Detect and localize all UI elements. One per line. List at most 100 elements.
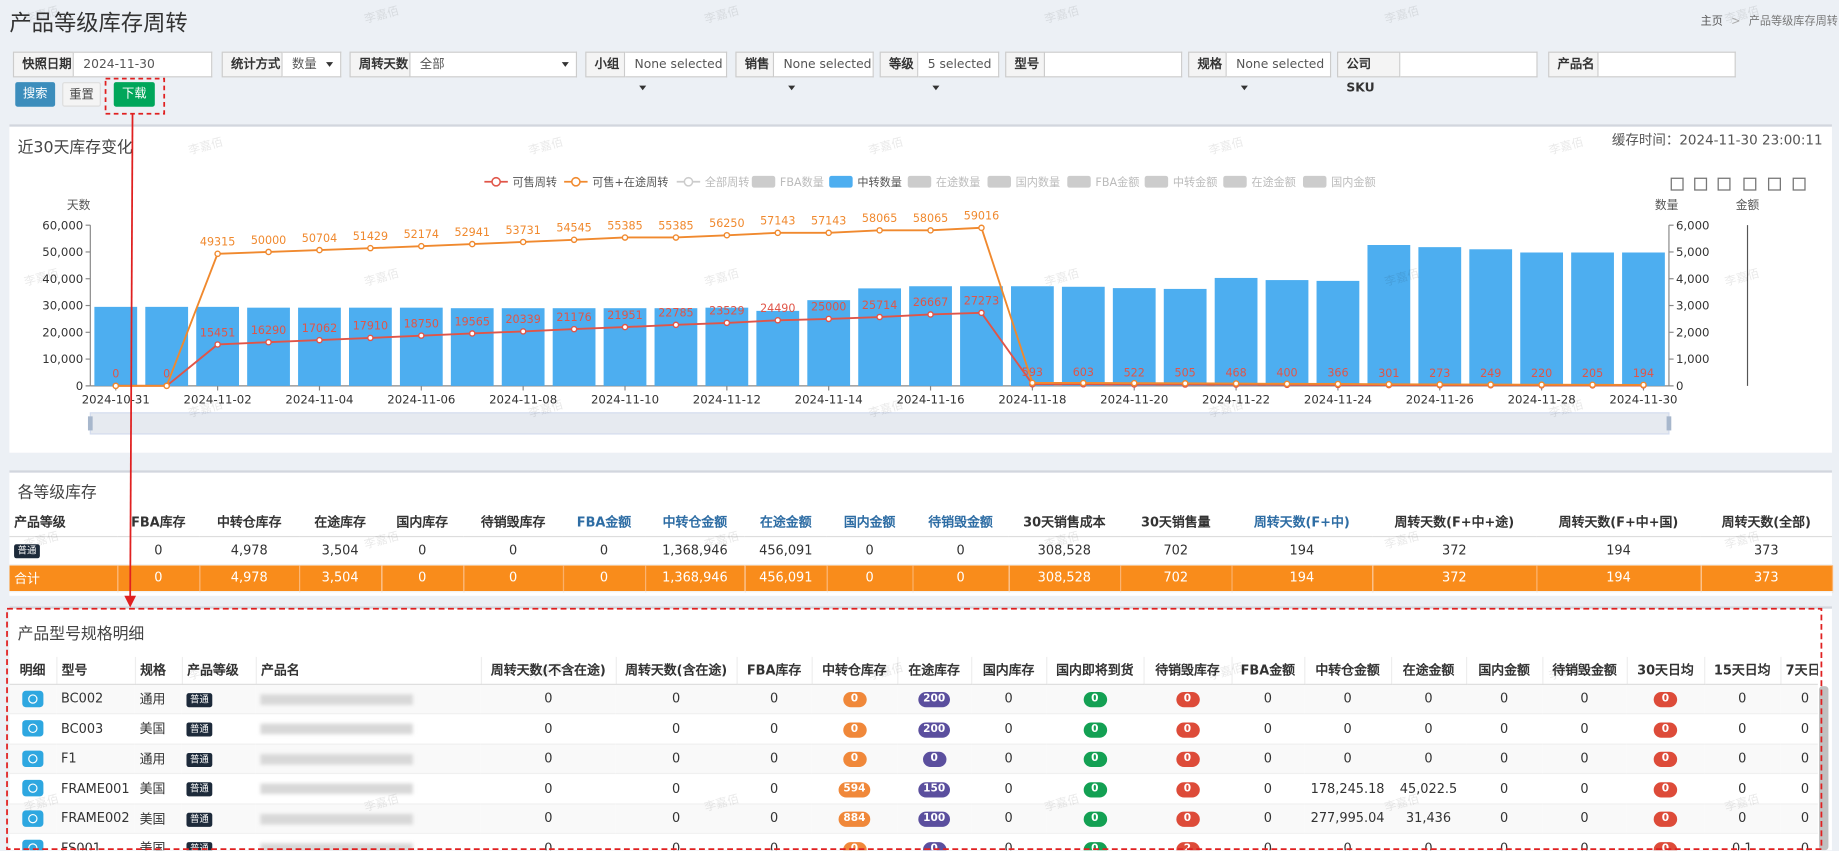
detail-button[interactable] [22,810,44,827]
cell: 0 [826,564,914,592]
detail-button[interactable] [22,690,44,707]
count-badge: 0 [1653,811,1678,828]
data-label: 22785 [658,307,693,320]
zoom-track[interactable] [89,412,1670,435]
column-header[interactable]: 明细 [9,656,57,685]
legend-item[interactable]: 中转数量 [829,175,902,189]
zoom-handle[interactable] [87,416,93,431]
detail-button[interactable] [22,720,44,737]
reset-button[interactable]: 重置 [62,82,101,107]
point [1436,381,1444,388]
data-label: 249 [1480,367,1501,380]
column-header[interactable]: 周转天数(含在途) [615,656,738,685]
column-header[interactable]: 在途金额 [744,509,827,537]
toolbox-icon[interactable] [1767,177,1782,191]
column-header[interactable]: 中转仓库存 [811,656,898,685]
bar [1112,288,1156,386]
cell: 0 [1231,803,1305,834]
legend-item[interactable]: 在途金额 [1223,175,1296,189]
column-header[interactable]: 待销毁库存 [1143,656,1233,685]
toolbox-icon[interactable] [1717,177,1731,191]
legend-item[interactable]: 国内数量 [987,175,1061,189]
zoom-handle[interactable] [1666,416,1672,431]
column-header[interactable]: 中转仓金额 [645,509,745,537]
column-header[interactable]: 国内金额 [826,509,913,537]
legend-item[interactable]: FBA数量 [751,176,824,189]
cell-value: 0 [769,810,779,826]
column-header[interactable]: FBA库存 [736,656,813,685]
legend-item[interactable]: 可售+在途周转 [564,175,668,189]
column-header[interactable]: 待销毁金额 [1542,656,1628,685]
breadcrumb-home[interactable]: 主页 [1700,15,1723,29]
cell-value: 0 [418,542,427,558]
column-header[interactable]: 周转天数(F+中) [1231,509,1373,537]
filter-input[interactable] [1598,51,1736,78]
column-header[interactable]: FBA金额 [562,509,646,537]
filter-input[interactable]: None selected [625,51,728,91]
legend-item[interactable]: 中转金额 [1144,175,1218,189]
point [723,231,731,239]
cell: 0 [736,773,812,804]
column-header[interactable]: 规格 [134,656,183,685]
blurred-name [260,813,413,825]
filter-input[interactable] [1400,51,1538,78]
filter-input[interactable]: 2024-11-30 [73,51,213,78]
filter-input[interactable]: None selected [1226,51,1332,91]
detail-button[interactable] [22,780,44,797]
column-header[interactable]: 周转天数(不含在途) [480,656,617,685]
legend-item[interactable]: 可售周转 [484,175,557,189]
cell-value: BC002 [60,691,104,707]
filter-input[interactable]: None selected [774,51,874,91]
column-header[interactable]: 中转仓金额 [1304,656,1392,685]
cell-value: 702 [1163,542,1189,558]
filter-input[interactable]: 5 selected [918,51,1000,91]
level-badge: 普通 [186,722,213,737]
search-button[interactable]: 搜索 [15,82,56,107]
point [1080,379,1087,387]
detail-button[interactable] [22,840,44,851]
cell [255,773,481,804]
cell [9,683,57,715]
legend-item[interactable]: 在途数量 [907,175,981,189]
cell: 0 [1542,683,1627,715]
legend-item[interactable]: 全部周转 [676,175,750,189]
column-header[interactable]: 产品等级 [181,656,257,685]
column-header[interactable]: FBA金额 [1231,656,1305,685]
count-badge: 0 [1653,781,1678,798]
cell: 4,978 [199,564,300,592]
column-header[interactable]: 在途金额 [1390,656,1467,685]
legend-item[interactable]: 国内金额 [1303,175,1376,189]
point [214,250,221,258]
column-header[interactable]: 国内金额 [1466,656,1543,685]
cell: 0 [1231,773,1305,804]
column-header[interactable]: 国内库存 [971,656,1047,685]
cell-value: 0 [1004,750,1013,767]
legend-label: 可售+在途周转 [592,175,668,189]
column-header[interactable]: 型号 [56,656,136,685]
detail-button[interactable] [22,750,44,767]
point [621,234,629,241]
toolbox-icon[interactable] [1743,177,1757,191]
cell: 0 [1390,743,1467,775]
eye-icon [28,843,38,851]
column-header[interactable]: 产品名 [255,656,482,685]
filter-input[interactable]: 数量 [282,51,342,78]
column-header[interactable]: 待销毁金额 [912,509,1009,537]
column-header[interactable]: 15天日均 [1704,656,1781,685]
column-header[interactable]: 国内即将到货 [1046,656,1145,685]
filter-value: 2024-11-30 [83,57,155,72]
cell-value: 0 [769,780,779,797]
column-header[interactable]: 7天日均 [1780,656,1818,685]
column-header[interactable]: 在途库存 [897,656,972,685]
toolbox-icon[interactable] [1694,177,1708,191]
scrollbar[interactable] [1819,686,1829,851]
filter-input[interactable] [1044,51,1183,78]
column-header[interactable]: 30天日均 [1626,656,1705,685]
toolbox-icon[interactable] [1670,177,1684,191]
filter-input[interactable]: 全部 [410,51,578,78]
x-tick-label: 2024-11-18 [998,392,1066,406]
cell: 0 [971,833,1047,851]
cell-value: 0 [1343,750,1352,767]
legend-item[interactable]: FBA金额 [1067,175,1139,189]
toolbox-icon[interactable] [1792,177,1806,191]
